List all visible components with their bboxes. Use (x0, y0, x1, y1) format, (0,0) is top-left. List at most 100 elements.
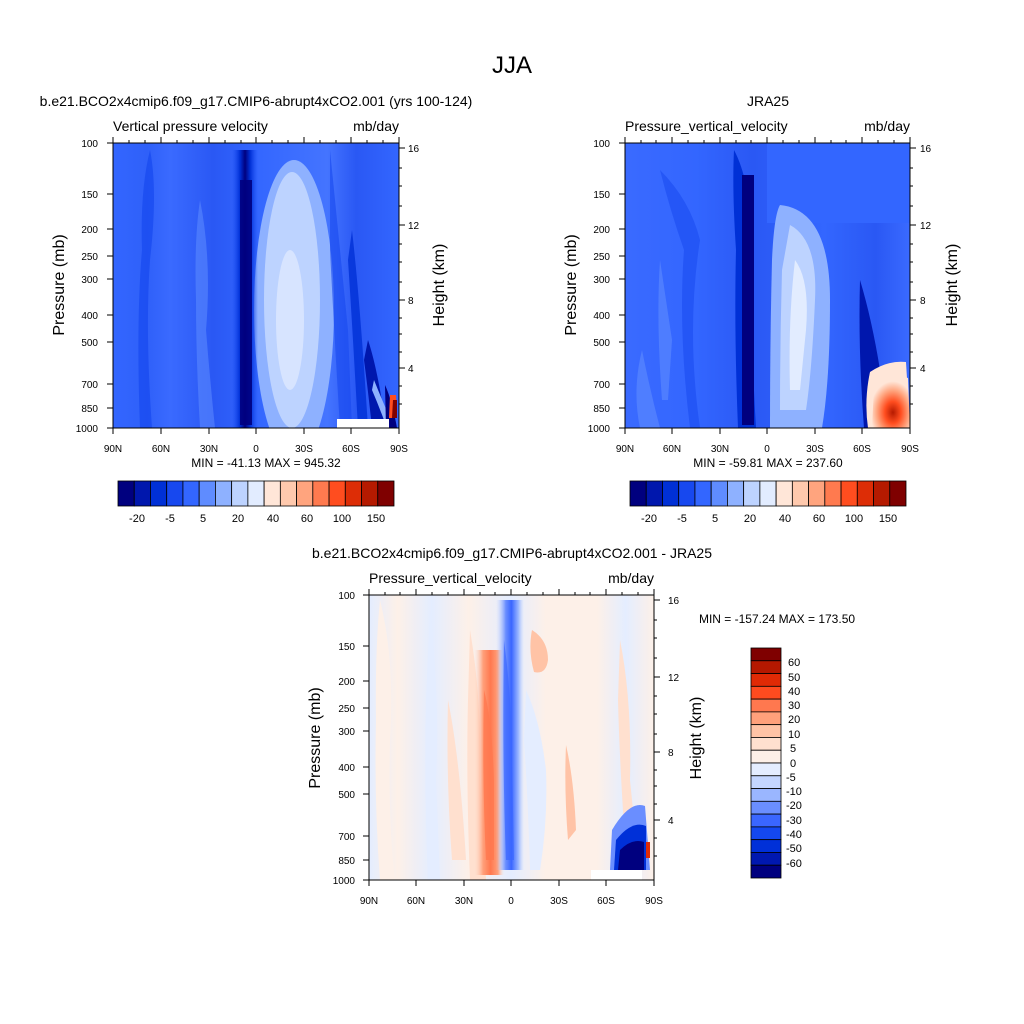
colorbar-label: 10 (788, 729, 800, 741)
panel-model-field (113, 143, 399, 428)
panel-model-title: b.e21.BCO2x4cmip6.f09_g17.CMIP6-abrupt4x… (40, 93, 473, 109)
colorbar-swatch (117, 480, 135, 507)
x-tick-label: 90S (645, 896, 663, 907)
colorbar-swatch (808, 480, 826, 507)
colorbar-label: 20 (788, 714, 800, 726)
x-tick-label: 30N (200, 444, 218, 455)
colorbar-label: 60 (788, 657, 800, 669)
x-tick-label: 90S (901, 444, 919, 455)
y2-tick-label: 4 (668, 816, 674, 827)
colorbar-swatch (750, 673, 782, 687)
x-tick-label: 30S (806, 444, 824, 455)
y-tick-label: 100 (593, 139, 610, 150)
colorbar-swatch (750, 839, 782, 853)
y2-tick-label: 16 (668, 596, 680, 607)
colorbar-label: 5 (712, 513, 718, 525)
y-tick-label: 1000 (76, 424, 99, 435)
panel-diff-y2label: Height (km) (688, 697, 705, 780)
x-tick-label: 0 (253, 444, 259, 455)
y-tick-label: 200 (338, 677, 355, 688)
panel-diff-units: mb/day (608, 570, 654, 586)
panel-obs-x-ticks: 90N 60N 30N 0 30S 60S 90S (616, 444, 919, 455)
colorbar-swatch (312, 480, 330, 507)
colorbar-swatch (750, 685, 782, 700)
page-title: JJA (492, 52, 532, 79)
y-tick-label: 100 (81, 139, 98, 150)
y-tick-label: 500 (593, 338, 610, 349)
colorbar-swatch (694, 480, 712, 507)
panel-model-units: mb/day (353, 118, 399, 134)
panel-model-colorbar-labels: -20 -5 5 20 40 60 100 150 (129, 513, 385, 525)
panel-obs: JRA25 Pressure_vertical_velocity mb/day … (563, 93, 961, 525)
x-tick-label: 30N (455, 896, 473, 907)
x-tick-label: 60S (597, 896, 615, 907)
colorbar-label: -40 (786, 829, 802, 841)
panel-obs-title: JRA25 (747, 93, 789, 109)
y-tick-label: 500 (81, 338, 98, 349)
colorbar-swatch (678, 480, 696, 507)
y2-tick-label: 12 (408, 221, 420, 232)
colorbar-label: -50 (786, 843, 802, 855)
colorbar-swatch (215, 480, 233, 507)
panel-obs-units: mb/day (864, 118, 910, 134)
x-tick-label: 90S (390, 444, 408, 455)
x-tick-label: 90N (616, 444, 634, 455)
y-tick-label: 850 (338, 856, 355, 867)
colorbar-swatch (759, 480, 777, 507)
colorbar-label: -10 (786, 786, 802, 798)
y-tick-label: 200 (593, 225, 610, 236)
panel-obs-y-ticks: 100 150 200 250 300 400 500 700 850 1000 (588, 139, 611, 435)
panel-obs-y2label: Height (km) (944, 244, 961, 327)
panel-diff-y2-ticks: 4 8 12 16 (668, 596, 680, 827)
colorbar-label: 40 (788, 686, 800, 698)
colorbar-swatch (775, 480, 793, 507)
y2-tick-label: 12 (920, 221, 932, 232)
y-tick-label: 850 (593, 404, 610, 415)
y-tick-label: 400 (81, 311, 98, 322)
colorbar-swatch (328, 480, 346, 507)
y-tick-label: 200 (81, 225, 98, 236)
x-tick-label: 60S (342, 444, 360, 455)
colorbar-label: -5 (677, 513, 687, 525)
colorbar-label: -30 (786, 815, 802, 827)
colorbar-swatch (263, 480, 281, 507)
colorbar-swatch (889, 480, 907, 507)
panel-model-colorbar (117, 480, 395, 507)
colorbar-swatch (743, 480, 761, 507)
colorbar-swatch (662, 480, 680, 507)
y-tick-label: 500 (338, 790, 355, 801)
colorbar-label: 50 (788, 672, 800, 684)
panel-obs-colorbar (629, 480, 907, 507)
y-tick-label: 150 (593, 190, 610, 201)
colorbar-swatch (750, 724, 782, 738)
colorbar-swatch (750, 800, 782, 815)
panel-obs-field (625, 143, 910, 428)
colorbar-swatch (344, 480, 362, 507)
colorbar-label: 60 (813, 513, 825, 525)
colorbar-swatch (750, 788, 782, 802)
colorbar-swatch (791, 480, 809, 507)
colorbar-label: 5 (200, 513, 206, 525)
colorbar-swatch (750, 813, 782, 828)
x-tick-label: 30S (550, 896, 568, 907)
y-tick-label: 1000 (333, 876, 356, 887)
panel-diff: b.e21.BCO2x4cmip6.f09_g17.CMIP6-abrupt4x… (307, 545, 855, 907)
colorbar-swatch (727, 480, 745, 507)
y-tick-label: 150 (81, 190, 98, 201)
colorbar-label: 60 (301, 513, 313, 525)
x-tick-label: 30S (295, 444, 313, 455)
colorbar-swatch (182, 480, 200, 507)
colorbar-swatch (279, 480, 297, 507)
x-tick-label: 60S (853, 444, 871, 455)
x-tick-label: 60N (407, 896, 425, 907)
x-tick-label: 0 (508, 896, 514, 907)
colorbar-label: 5 (790, 743, 796, 755)
colorbar-label: 20 (232, 513, 244, 525)
panel-model-y2-ticks: 4 8 12 16 (408, 144, 420, 375)
y-tick-label: 250 (81, 252, 98, 263)
colorbar-swatch (166, 480, 184, 507)
colorbar-swatch (750, 864, 782, 879)
panel-model-stats: MIN = -41.13 MAX = 945.32 (191, 456, 341, 470)
colorbar-label: 100 (845, 513, 863, 525)
